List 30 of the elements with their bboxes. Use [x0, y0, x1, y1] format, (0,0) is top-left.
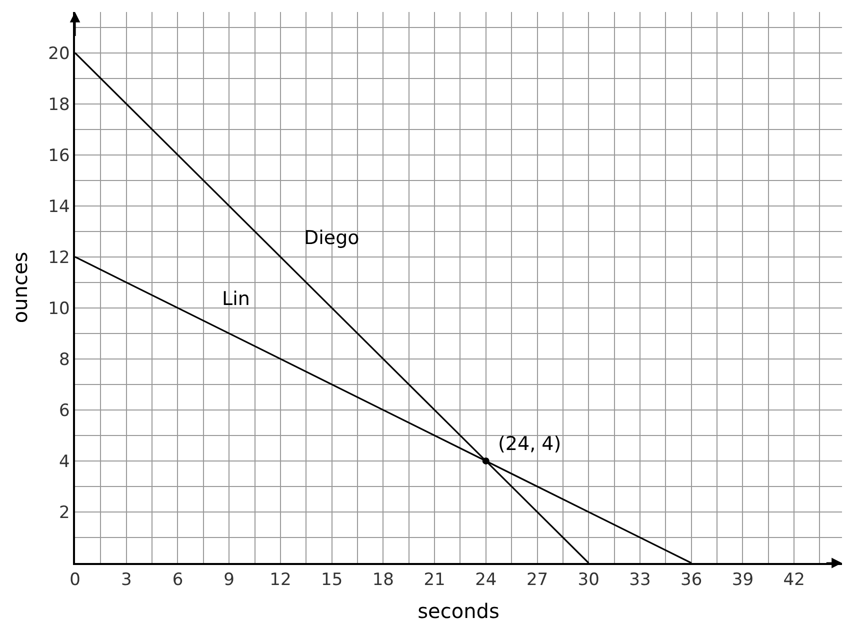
y-axis-title: ounces — [8, 252, 32, 324]
x-tick-label: 42 — [783, 570, 805, 590]
y-tick-label: 6 — [58, 400, 70, 421]
x-tick-label: 21 — [424, 570, 446, 590]
x-tick-label: 30 — [578, 570, 600, 590]
y-tick-label: 10 — [48, 298, 70, 319]
series-label: Lin — [222, 288, 250, 310]
x-tick-label: 24 — [475, 570, 497, 590]
x-tick-label: 3 — [120, 570, 132, 590]
y-tick-label: 4 — [58, 452, 70, 472]
x-tick-label: 33 — [629, 570, 651, 590]
annotation: (24, 4) — [498, 433, 562, 455]
x-tick-label: 36 — [680, 570, 702, 590]
x-tick-label: 9 — [224, 570, 234, 590]
y-tick-label: 14 — [48, 196, 70, 217]
x-tick-label: 27 — [526, 570, 548, 590]
y-tick-label: 8 — [58, 350, 70, 370]
x-tick-label: 12 — [270, 570, 292, 590]
x-tick-label: 15 — [320, 570, 343, 590]
x-tick-label: 0 — [70, 570, 80, 590]
y-tick-label: 20 — [48, 44, 70, 64]
y-tick-label: 16 — [48, 146, 70, 166]
y-tick-label: 18 — [48, 94, 70, 115]
series-label: Diego — [304, 227, 360, 249]
y-tick-label: 2 — [58, 502, 70, 523]
y-tick-label: 12 — [48, 248, 70, 268]
x-axis-title: seconds — [418, 599, 500, 624]
x-tick-label: 18 — [372, 570, 394, 590]
x-tick-label: 6 — [172, 570, 184, 590]
x-tick-label: 39 — [732, 570, 754, 590]
